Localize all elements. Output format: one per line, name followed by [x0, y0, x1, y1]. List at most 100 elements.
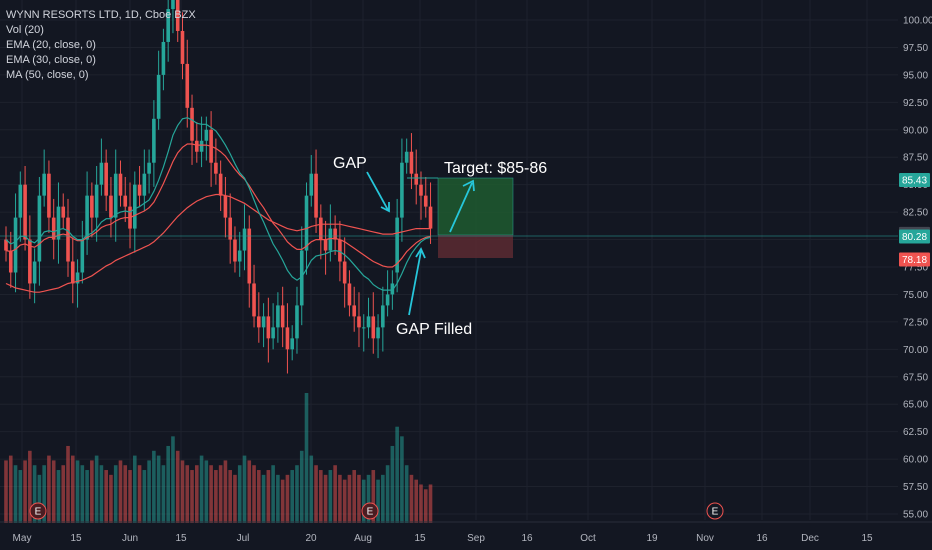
gap-arrow-head — [380, 202, 390, 213]
candle-body — [357, 316, 361, 328]
volume-bar — [218, 465, 223, 523]
volume-bar — [233, 474, 237, 523]
candle-body — [338, 239, 342, 262]
volume-bar — [47, 455, 51, 523]
candle-body — [333, 228, 337, 240]
grid — [0, 0, 898, 520]
price-tick-label: 100.00 — [903, 16, 932, 27]
candle-body — [366, 316, 371, 328]
earnings-marker[interactable] — [361, 502, 379, 520]
candle-body — [252, 283, 256, 317]
target-arrow-head — [462, 179, 475, 192]
earnings-marker[interactable] — [706, 502, 724, 520]
time-tick-label: Oct — [580, 533, 596, 544]
candle-body — [37, 195, 42, 262]
volume-bar — [242, 455, 247, 523]
price-tick-label: 90.00 — [903, 125, 928, 136]
legend-ema30[interactable]: EMA (30, close, 0) — [6, 54, 96, 66]
candle-body — [99, 162, 104, 185]
legend-vol[interactable]: Vol (20) — [6, 24, 44, 36]
candle-body — [276, 305, 280, 328]
volume-bar — [290, 470, 294, 523]
candle-body — [113, 173, 118, 218]
stop-loss-zone[interactable] — [438, 235, 513, 258]
volume-bar — [156, 455, 161, 523]
candle-body — [347, 283, 352, 306]
candle-body — [109, 195, 113, 218]
volume-bar — [276, 474, 280, 523]
candle-body — [171, 0, 175, 10]
volume-bar — [371, 470, 376, 523]
candle-body — [428, 206, 433, 229]
candle-body — [419, 184, 423, 196]
time-tick-label: Nov — [696, 533, 714, 544]
target-profit-zone[interactable] — [437, 177, 514, 236]
earnings-marker-label: E — [712, 507, 719, 518]
candle-body — [376, 327, 380, 339]
time-axis[interactable]: May 15 Jun 15 Jul 20 Aug 15 Sep 16 Oct 19 Nov 16 Dec 15 — [0, 521, 932, 544]
volume-bar — [137, 465, 142, 523]
volume-bar — [132, 455, 137, 523]
candle-body — [223, 195, 228, 218]
symbol-title[interactable]: WYNN RESORTS LTD, 1D, Cboe BZX — [6, 9, 196, 21]
price-tick-label: 72.50 — [903, 317, 928, 328]
volume-bar — [247, 460, 252, 523]
candle-body — [185, 63, 190, 108]
volume-bar — [180, 460, 185, 523]
volume-bar — [423, 489, 428, 523]
legend-ema20[interactable]: EMA (20, close, 0) — [6, 39, 96, 51]
gap-filled-arrow-head — [415, 247, 426, 259]
price-tick-label: 65.00 — [903, 400, 928, 411]
candles — [4, 0, 433, 374]
time-tick-label: Sep — [467, 533, 485, 544]
volume-bar — [51, 460, 56, 523]
price-tick-label: 97.50 — [903, 43, 928, 54]
candle-body — [361, 327, 366, 329]
candle-body — [352, 305, 357, 317]
earnings-marker[interactable] — [29, 502, 47, 520]
time-tick-label: 20 — [305, 533, 317, 544]
volume-bar — [118, 460, 123, 523]
candle-body — [404, 151, 409, 163]
legend-ma50[interactable]: MA (50, close, 0) — [6, 69, 89, 81]
time-tick-label: 15 — [861, 533, 873, 544]
candle-body — [242, 228, 247, 251]
time-tick-label: Jul — [237, 533, 250, 544]
candle-body — [299, 250, 304, 306]
volume-bar — [361, 479, 366, 523]
chart-legend: WYNN RESORTS LTD, 1D, Cboe BZX Vol (20) … — [6, 8, 196, 83]
volume-bar — [228, 470, 232, 523]
moving-average-lines — [5, 117, 431, 293]
candle-body — [66, 217, 70, 262]
volume-bar — [390, 445, 395, 523]
time-tick-label: 19 — [646, 533, 658, 544]
candle-body — [80, 239, 85, 273]
volume-bar — [161, 465, 166, 523]
volume-bar — [185, 465, 190, 523]
gap-label: GAP — [333, 155, 367, 172]
volume-bars — [4, 393, 433, 523]
candle-body — [51, 217, 56, 240]
candle-body — [247, 228, 252, 284]
volume-bar — [381, 474, 385, 523]
volume-bar — [376, 479, 380, 523]
volume-bar — [338, 474, 342, 523]
volume-bar — [13, 465, 18, 523]
candle-body — [75, 272, 80, 284]
position-boxes[interactable] — [437, 177, 514, 258]
volume-bar — [252, 465, 256, 523]
volume-bar — [28, 450, 32, 523]
volume-bar — [414, 479, 419, 523]
ma50-line — [5, 193, 431, 293]
volume-bar — [280, 479, 285, 523]
volume-bar — [385, 465, 390, 523]
candle-body — [266, 316, 271, 339]
gap-filled-label: GAP Filled — [396, 321, 472, 338]
candle-body — [319, 217, 323, 240]
candle-body — [152, 118, 156, 163]
candle-body — [42, 173, 46, 196]
volume-bar — [328, 470, 333, 523]
volume-bar — [175, 450, 180, 523]
